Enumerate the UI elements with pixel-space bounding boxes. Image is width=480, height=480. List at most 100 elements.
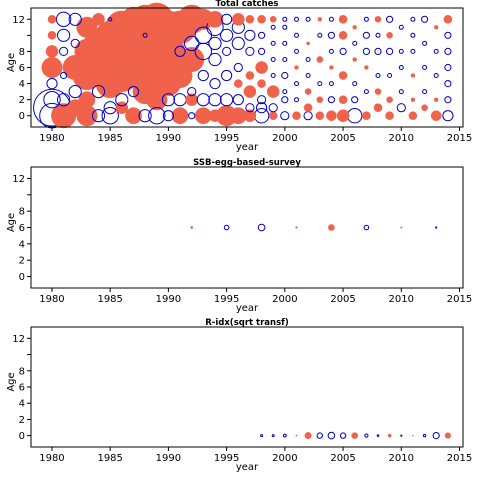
bubble-point [245, 14, 255, 24]
bubble-point [68, 85, 82, 99]
bubble-point [386, 47, 394, 56]
bubble-point [317, 32, 323, 38]
bubble-point [352, 81, 358, 87]
bubble-point [305, 16, 311, 22]
bubble-point [233, 62, 243, 73]
bubble-point [444, 80, 452, 88]
bubble-point [68, 12, 82, 26]
bubble-point [47, 14, 57, 24]
bubble-point [375, 32, 381, 38]
x-tick-label: 1990 [156, 453, 181, 464]
plot-frame [30, 166, 464, 289]
bubble-point [59, 46, 69, 57]
y-tick-label: 0 [19, 111, 25, 122]
bubble-point [338, 14, 348, 24]
y-tick-label: 4 [19, 399, 25, 410]
bubble-point [386, 32, 393, 39]
bubble-point [270, 40, 276, 46]
bubble-point [270, 57, 276, 62]
bubble-point [444, 432, 452, 439]
bubble-point [171, 107, 189, 125]
bubble-point [270, 24, 276, 30]
bubble-point [45, 45, 59, 58]
y-tick-label: 2 [19, 415, 25, 426]
x-tick-label: 2010 [389, 453, 414, 464]
bubble-point [444, 31, 452, 39]
bubble-point [257, 223, 266, 232]
bubble-point [363, 89, 369, 95]
bubble-point [194, 26, 213, 44]
bubble-point [347, 108, 363, 124]
bubble-point [410, 32, 416, 38]
bubble-point [269, 15, 277, 23]
bubble-point [209, 78, 221, 90]
bubble-point [338, 71, 348, 80]
bubble-point [282, 433, 287, 438]
bubble-point [231, 36, 245, 51]
bubble-point [161, 93, 175, 107]
bubble-point [387, 73, 393, 78]
bubble-point [281, 71, 289, 80]
bubble-point [373, 103, 383, 112]
bubble-point [208, 109, 222, 122]
bubble-point [336, 109, 350, 122]
bubble-point [280, 111, 290, 121]
bubble-point [91, 109, 106, 123]
bubble-point [444, 96, 452, 104]
bubble-point [305, 57, 311, 62]
bubble-point [60, 71, 68, 80]
bubble-point [43, 91, 61, 109]
bubble-point [398, 24, 404, 30]
bubble-point [108, 17, 113, 22]
bubble-point [196, 93, 210, 107]
bubble-point [270, 73, 276, 78]
bubble-point [260, 434, 264, 438]
bubble-point [352, 25, 357, 30]
bubble-point [174, 45, 186, 58]
bubble-point [55, 11, 72, 27]
bubble-point [410, 97, 416, 102]
bubble-point [257, 79, 266, 88]
bubble-point [245, 103, 255, 113]
bubble-point [408, 111, 418, 120]
bubble-point [362, 31, 370, 39]
bubble-point [363, 16, 369, 22]
y-tick-label: 6 [19, 63, 25, 74]
bubble-point [443, 14, 453, 24]
bubble-point [46, 78, 58, 90]
bubble-point [66, 99, 84, 117]
bubble-point [76, 16, 98, 38]
bubble-point [326, 110, 337, 121]
bubble-point [120, 6, 146, 32]
bubble-point [362, 111, 371, 120]
bubble-point [222, 46, 232, 57]
bubble-point [221, 13, 233, 25]
bubble-point [206, 10, 224, 28]
x-tick-label: 2015 [447, 294, 472, 305]
bubble-point [208, 36, 222, 51]
bubble-point [386, 15, 394, 23]
bubble-point [125, 107, 142, 125]
y-tick-label: 8 [19, 207, 25, 218]
x-tick-label: 2005 [330, 294, 355, 305]
x-tick-label: 1995 [214, 453, 239, 464]
x-tick-label: 2010 [389, 133, 414, 144]
bubble-point [351, 96, 359, 104]
chart-title: R-idx(sqrt transf) [205, 318, 289, 328]
bubble-point [127, 86, 140, 98]
bubble-point [292, 111, 301, 120]
bubble-point [92, 12, 105, 26]
x-tick-label: 2000 [272, 133, 297, 144]
bubble-point [70, 38, 80, 49]
bubble-point [255, 61, 268, 74]
bubble-point [328, 48, 334, 54]
bubble-point [232, 94, 244, 106]
chart-title: Total catches [216, 0, 279, 9]
bubble-point [422, 65, 428, 70]
bubble-point [281, 96, 289, 104]
bubble-point [305, 73, 311, 78]
x-tick-label: 2000 [272, 294, 297, 305]
bubble-point [146, 89, 168, 111]
bubble-point [434, 25, 439, 30]
bubble-point [162, 110, 174, 122]
